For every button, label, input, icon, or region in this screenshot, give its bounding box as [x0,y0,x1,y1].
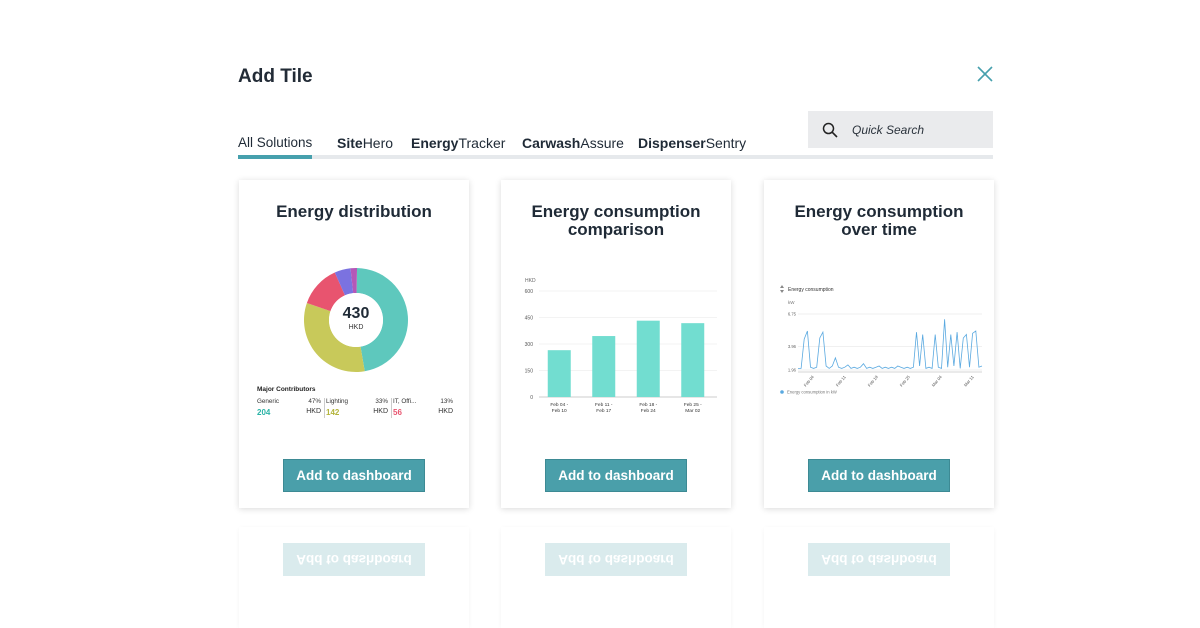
x-tick-label: Feb 04 [803,374,816,388]
x-tick-label: Feb 10 [552,408,567,414]
y-tick-label: 150 [525,369,534,375]
tab-all-solutions[interactable]: All Solutions [238,135,313,159]
legend-divider [391,398,392,418]
card-title: Energy consumption comparison [501,203,731,239]
x-tick-label: Feb 24 [641,408,656,414]
card-title-line2: over time [841,220,917,239]
legend-divider [324,398,325,418]
contributor-generic: Generic 47% 204 HKD [257,398,325,420]
y-tick-label: 3.96 [788,344,797,349]
contributor-lighting: Lighting 33% 142 HKD [326,398,392,420]
contributor-value: 142 [326,408,340,417]
card-title: Energy consumption over time [764,203,994,239]
y-tick-label: 6.75 [788,312,797,317]
contributor-name: Lighting [326,398,349,405]
donut-slice-5 [350,268,358,294]
donut-slice-1 [356,268,408,372]
x-tick-label: Feb 11 [835,374,847,387]
x-tick-label: Mar 04 [931,374,944,388]
legend-top-label: Energy consumption [788,287,834,293]
y-tick-label: 0 [530,395,533,401]
solution-tabs: All Solutions SiteHero EnergyTracker Car… [238,131,993,161]
tab-carwashassure[interactable]: CarwashAssure [522,135,624,151]
tabs-rail [238,155,993,159]
contributor-percent: 13% [440,398,453,405]
tab-dispensersentry[interactable]: DispenserSentry [638,135,747,151]
x-tick-label: Feb 04 - [550,402,568,408]
contributor-name: Generic [257,398,280,405]
x-tick-label: Feb 25 [899,374,912,388]
energy-over-time-line-chart: Energy consumption kW 1.96 3.96 6.75 Feb 04 Fe… [780,285,983,395]
energy-comparison-card: Energy consumption comparison HKD 0 150 300 4… [501,180,731,508]
search-placeholder: Quick Search [852,122,925,137]
donut-center: 430 HKD [303,305,409,331]
card-title-line1: Energy consumption [531,202,701,221]
sort-icon [780,285,784,293]
card-title-line1: Energy consumption [794,202,964,221]
x-tick-label: Feb 18 - [639,402,657,408]
dialog-title: Add Tile [238,66,313,87]
y-tick-label: 600 [525,289,534,295]
search-input[interactable]: Quick Search [808,111,993,148]
close-icon[interactable] [975,64,995,84]
y-tick-label: 450 [525,316,534,322]
x-tick-label: Mar 02 [685,408,700,414]
energy-distribution-donut [304,268,408,372]
contributor-percent: 47% [308,398,321,405]
contributor-currency: HKD [306,408,321,415]
y-axis-label: kW [788,300,795,305]
contributor-it-office: IT, Offi... 13% 56 HKD [393,398,455,420]
card-title-line2: comparison [567,220,665,239]
contributor-currency: HKD [438,408,453,415]
tab-energytracker[interactable]: EnergyTracker [411,135,506,151]
contributor-value: 56 [393,408,402,417]
reflection-card: Add to dashboard [501,527,731,628]
contributor-currency: HKD [373,408,388,415]
legend-dot [780,390,784,394]
contributors-legend: Generic 47% 204 HKD Lighting 33% 142 HKD… [257,398,455,420]
energy-over-time-card: Energy consumption over time Energy consu… [764,180,994,508]
donut-currency: HKD [348,324,364,331]
legend-bottom-label: Energy consumption in kW [787,390,837,395]
reflection-button: Add to dashboard [808,543,950,576]
contributor-percent: 33% [375,398,388,405]
donut-total: 430 [342,305,370,322]
search-icon [822,122,838,138]
bar [592,336,616,397]
x-tick-label: Mar 11 [963,374,975,387]
y-tick-label: 1.96 [788,368,797,373]
x-tick-label: Feb 17 [596,408,611,414]
y-tick-label: 300 [525,342,534,348]
x-tick-label: Feb 18 [867,374,880,388]
reflection-card: Add to dashboard [239,527,469,628]
series-line [798,319,983,369]
legend-title: Major Contributors [257,386,316,393]
tab-sitehero[interactable]: SiteHero [337,135,394,151]
reflection-button: Add to dashboard [545,543,687,576]
reflection-button: Add to dashboard [283,543,425,576]
energy-distribution-card: Energy distribution 430 HKD Major Contri… [239,180,469,508]
reflection-card: Add to dashboard [764,527,994,628]
add-to-dashboard-button[interactable]: Add to dashboard [808,459,950,492]
donut-slice-3 [306,272,345,312]
contributor-value: 204 [257,408,271,417]
bar [681,323,705,397]
add-to-dashboard-button[interactable]: Add to dashboard [545,459,687,492]
contributor-name: IT, Offi... [393,398,417,405]
y-axis-label: HKD [525,278,536,284]
bar [636,320,660,397]
add-to-dashboard-button[interactable]: Add to dashboard [283,459,425,492]
donut-slice-4 [334,268,354,296]
x-tick-label: Feb 25 - [684,402,702,408]
bar [547,350,571,397]
card-title: Energy distribution [276,202,432,221]
x-tick-label: Feb 11 - [595,402,613,408]
donut-slice-2 [304,302,365,372]
donut-hole [329,293,383,347]
